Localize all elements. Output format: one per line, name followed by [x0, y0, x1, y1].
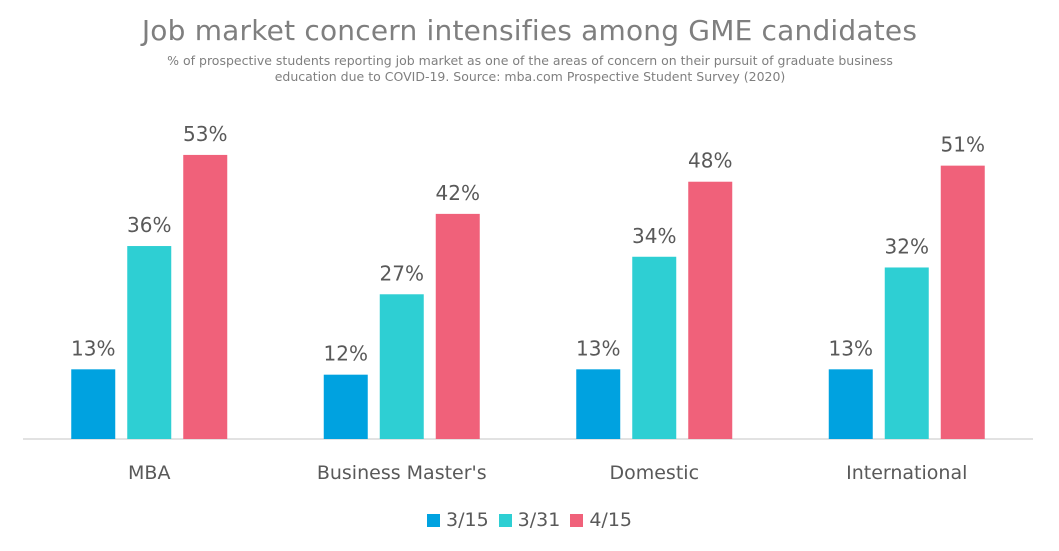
data-label: 53% — [183, 122, 227, 146]
bar — [435, 213, 480, 439]
bar — [940, 165, 985, 439]
chart-title: Job market concern intensifies among GME… — [141, 14, 918, 47]
legend-swatch-series-3 — [570, 513, 584, 527]
bar — [884, 267, 929, 439]
bar — [323, 374, 368, 439]
data-label: 34% — [632, 224, 676, 248]
legend-swatch-series-2 — [498, 513, 512, 527]
data-label: 42% — [436, 181, 480, 205]
x-tick-label: MBA — [128, 462, 170, 484]
legend-item-series-2: 3/31 — [498, 509, 561, 531]
x-tick-label: Business Master's — [317, 462, 487, 484]
bar — [632, 256, 677, 439]
bar — [183, 154, 228, 440]
legend-swatch-series-1 — [426, 513, 440, 527]
legend-label-series-3: 4/15 — [589, 509, 632, 531]
bar — [576, 369, 621, 439]
data-label: 48% — [688, 149, 732, 173]
bar — [71, 369, 116, 439]
legend: 3/15 3/31 4/15 — [0, 509, 1059, 531]
data-label: 12% — [324, 342, 368, 366]
x-tick-label: Domestic — [609, 462, 699, 484]
chart-subtitle-line-2: education due to COVID-19. Source: mba.c… — [274, 69, 786, 84]
legend-item-series-3: 4/15 — [570, 509, 632, 531]
legend-label-series-1: 3/15 — [445, 509, 489, 531]
bar — [688, 181, 733, 439]
data-label: 13% — [829, 336, 873, 360]
x-tick-label: International — [846, 462, 967, 484]
legend-label-series-2: 3/31 — [517, 509, 561, 531]
data-label: 51% — [941, 133, 985, 157]
chart-subtitle-line-1: % of prospective students reporting job … — [167, 53, 893, 68]
legend-item-series-1: 3/15 — [426, 509, 489, 531]
bar — [127, 246, 172, 439]
data-label: 13% — [576, 336, 620, 360]
bar — [828, 369, 873, 439]
data-label: 36% — [127, 213, 171, 237]
bar — [379, 294, 424, 439]
chart-subtitle: % of prospective students reporting job … — [150, 53, 910, 85]
data-label: 32% — [885, 234, 929, 258]
data-label: 27% — [380, 261, 424, 285]
data-label: 13% — [71, 336, 115, 360]
